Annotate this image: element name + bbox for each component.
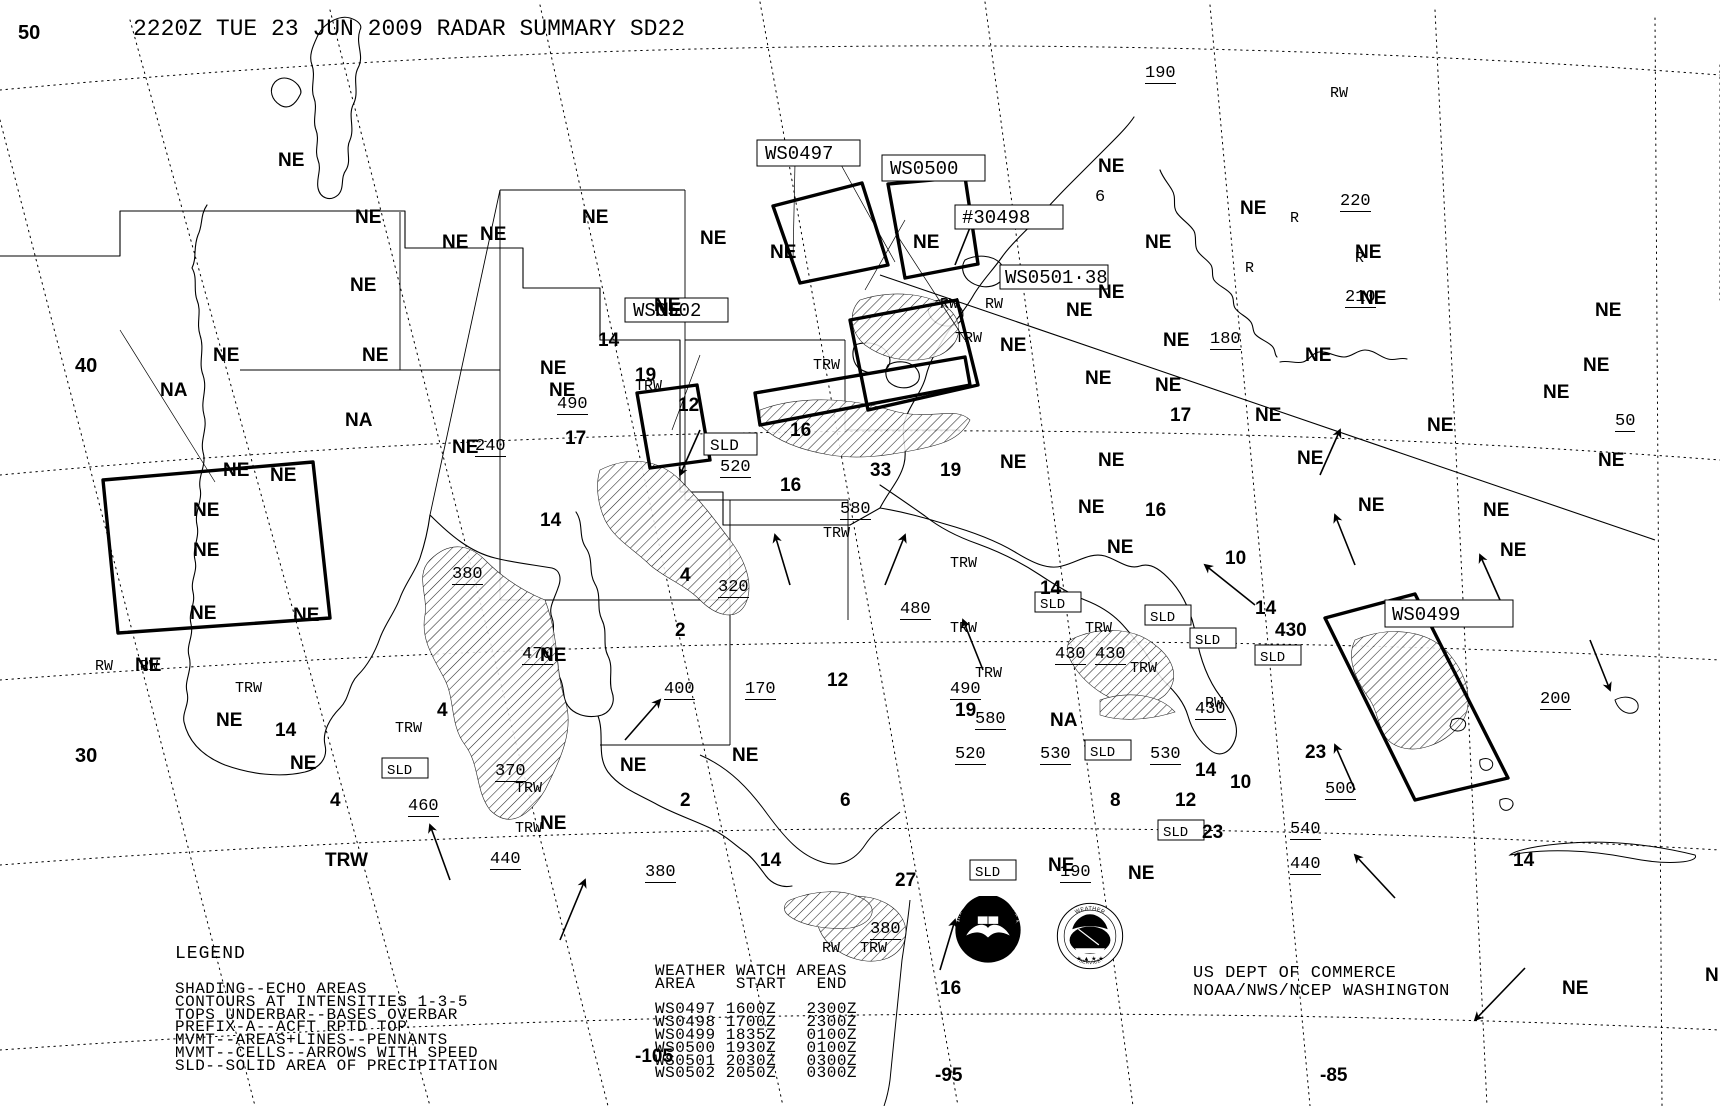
svg-text:WS0501·38: WS0501·38 (1005, 267, 1108, 289)
svg-text:SLD: SLD (710, 437, 739, 455)
svg-text:SLD: SLD (975, 865, 1000, 881)
svg-text:SLD: SLD (1195, 633, 1220, 649)
svg-text:SLD: SLD (1163, 825, 1188, 841)
svg-text:WS0499: WS0499 (1392, 604, 1460, 626)
svg-text:SLD: SLD (387, 763, 412, 779)
svg-text:SLD: SLD (1090, 745, 1115, 761)
svg-text:★ ▲ ★ ★: ★ ▲ ★ ★ (1076, 955, 1104, 962)
svg-text:#30498: #30498 (962, 207, 1030, 229)
svg-text:WS0500: WS0500 (890, 158, 958, 180)
svg-text:WS0497: WS0497 (765, 143, 833, 165)
svg-text:SLD: SLD (1150, 610, 1175, 626)
svg-text:SLD: SLD (1260, 650, 1285, 666)
